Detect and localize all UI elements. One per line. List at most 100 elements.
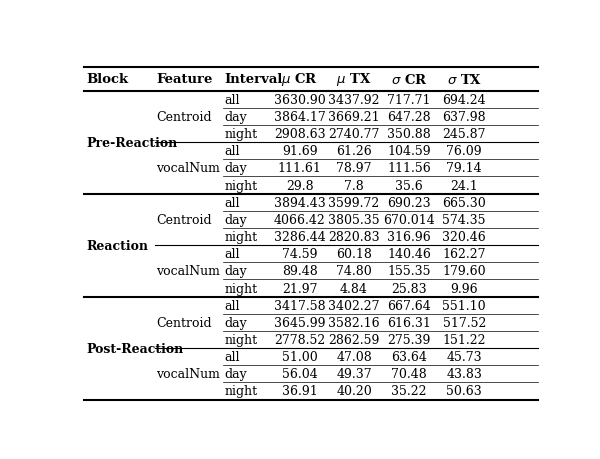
Text: all: all xyxy=(224,94,240,106)
Text: $\mathit{\sigma}$ TX: $\mathit{\sigma}$ TX xyxy=(446,73,482,86)
Text: 2778.52: 2778.52 xyxy=(274,333,325,346)
Text: 36.91: 36.91 xyxy=(282,385,317,397)
Text: 45.73: 45.73 xyxy=(446,350,482,364)
Text: Reaction: Reaction xyxy=(86,239,148,252)
Text: 104.59: 104.59 xyxy=(388,145,431,158)
Text: night: night xyxy=(224,179,257,192)
Text: 4.84: 4.84 xyxy=(340,282,368,295)
Text: 717.71: 717.71 xyxy=(388,94,431,106)
Text: 3417.58: 3417.58 xyxy=(274,299,325,312)
Text: 40.20: 40.20 xyxy=(336,385,372,397)
Text: Pre-Reaction: Pre-Reaction xyxy=(86,136,178,149)
Text: 63.64: 63.64 xyxy=(391,350,427,364)
Text: vocalNum: vocalNum xyxy=(157,265,220,278)
Text: Block: Block xyxy=(86,73,128,86)
Text: all: all xyxy=(224,145,240,158)
Text: 2740.77: 2740.77 xyxy=(328,128,380,141)
Text: 2908.63: 2908.63 xyxy=(274,128,325,141)
Text: all: all xyxy=(224,350,240,364)
Text: day: day xyxy=(224,213,247,226)
Text: night: night xyxy=(224,230,257,244)
Text: 3630.90: 3630.90 xyxy=(274,94,326,106)
Text: all: all xyxy=(224,196,240,209)
Text: 74.59: 74.59 xyxy=(282,248,317,261)
Text: 49.37: 49.37 xyxy=(336,368,372,381)
Text: 61.26: 61.26 xyxy=(336,145,372,158)
Text: 35.22: 35.22 xyxy=(391,385,427,397)
Text: 551.10: 551.10 xyxy=(442,299,486,312)
Text: 3669.21: 3669.21 xyxy=(328,111,380,123)
Text: 3864.17: 3864.17 xyxy=(274,111,326,123)
Text: 637.98: 637.98 xyxy=(442,111,486,123)
Text: 350.88: 350.88 xyxy=(387,128,431,141)
Text: $\mathit{\mu}$ TX: $\mathit{\mu}$ TX xyxy=(337,71,372,88)
Text: 667.64: 667.64 xyxy=(387,299,431,312)
Text: Post-Reaction: Post-Reaction xyxy=(86,342,184,355)
Text: 3437.92: 3437.92 xyxy=(328,94,380,106)
Text: 3582.16: 3582.16 xyxy=(328,316,380,329)
Text: 3402.27: 3402.27 xyxy=(328,299,380,312)
Text: 3645.99: 3645.99 xyxy=(274,316,325,329)
Text: 647.28: 647.28 xyxy=(388,111,431,123)
Text: 275.39: 275.39 xyxy=(388,333,431,346)
Text: night: night xyxy=(224,282,257,295)
Text: 3894.43: 3894.43 xyxy=(274,196,326,209)
Text: 151.22: 151.22 xyxy=(442,333,486,346)
Text: Centroid: Centroid xyxy=(157,213,212,226)
Text: vocalNum: vocalNum xyxy=(157,162,220,175)
Text: 179.60: 179.60 xyxy=(442,265,486,278)
Text: day: day xyxy=(224,265,247,278)
Text: 517.52: 517.52 xyxy=(443,316,486,329)
Text: 21.97: 21.97 xyxy=(282,282,317,295)
Text: 162.27: 162.27 xyxy=(442,248,486,261)
Text: 3599.72: 3599.72 xyxy=(328,196,380,209)
Text: all: all xyxy=(224,299,240,312)
Text: 9.96: 9.96 xyxy=(451,282,478,295)
Text: Interval: Interval xyxy=(224,73,283,86)
Text: 25.83: 25.83 xyxy=(391,282,427,295)
Text: day: day xyxy=(224,111,247,123)
Text: 35.6: 35.6 xyxy=(395,179,423,192)
Text: 56.04: 56.04 xyxy=(282,368,317,381)
Text: 111.56: 111.56 xyxy=(387,162,431,175)
Text: 2820.83: 2820.83 xyxy=(328,230,380,244)
Text: 51.00: 51.00 xyxy=(282,350,317,364)
Text: 320.46: 320.46 xyxy=(442,230,486,244)
Text: 24.1: 24.1 xyxy=(451,179,478,192)
Text: 316.96: 316.96 xyxy=(387,230,431,244)
Text: 29.8: 29.8 xyxy=(286,179,313,192)
Text: 74.80: 74.80 xyxy=(336,265,372,278)
Text: Feature: Feature xyxy=(157,73,213,86)
Text: vocalNum: vocalNum xyxy=(157,368,220,381)
Text: day: day xyxy=(224,316,247,329)
Text: 694.24: 694.24 xyxy=(442,94,486,106)
Text: Centroid: Centroid xyxy=(157,111,212,123)
Text: 79.14: 79.14 xyxy=(446,162,482,175)
Text: 665.30: 665.30 xyxy=(442,196,486,209)
Text: 670.014: 670.014 xyxy=(383,213,435,226)
Text: $\mathit{\sigma}$ CR: $\mathit{\sigma}$ CR xyxy=(391,73,427,86)
Text: night: night xyxy=(224,128,257,141)
Text: 7.8: 7.8 xyxy=(344,179,364,192)
Text: 91.69: 91.69 xyxy=(282,145,317,158)
Text: 50.63: 50.63 xyxy=(446,385,482,397)
Text: 111.61: 111.61 xyxy=(278,162,322,175)
Text: day: day xyxy=(224,162,247,175)
Text: all: all xyxy=(224,248,240,261)
Text: 245.87: 245.87 xyxy=(442,128,486,141)
Text: 155.35: 155.35 xyxy=(388,265,431,278)
Text: 3805.35: 3805.35 xyxy=(328,213,380,226)
Text: 616.31: 616.31 xyxy=(387,316,431,329)
Text: 43.83: 43.83 xyxy=(446,368,482,381)
Text: 4066.42: 4066.42 xyxy=(274,213,326,226)
Text: 89.48: 89.48 xyxy=(282,265,317,278)
Text: night: night xyxy=(224,385,257,397)
Text: 3286.44: 3286.44 xyxy=(274,230,326,244)
Text: 78.97: 78.97 xyxy=(337,162,372,175)
Text: 574.35: 574.35 xyxy=(442,213,486,226)
Text: 60.18: 60.18 xyxy=(336,248,372,261)
Text: 47.08: 47.08 xyxy=(336,350,372,364)
Text: $\mathit{\mu}$ CR: $\mathit{\mu}$ CR xyxy=(281,71,318,88)
Text: 140.46: 140.46 xyxy=(387,248,431,261)
Text: Centroid: Centroid xyxy=(157,316,212,329)
